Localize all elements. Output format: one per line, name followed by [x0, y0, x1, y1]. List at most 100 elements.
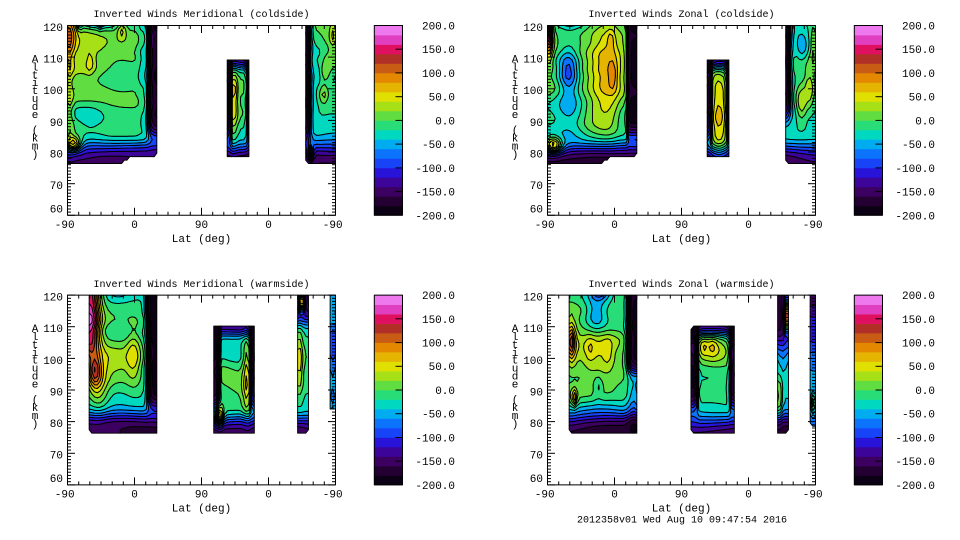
svg-text:0: 0 [745, 220, 752, 232]
svg-text:-90: -90 [323, 220, 343, 232]
svg-text:l: l [512, 332, 519, 344]
svg-text:100.0: 100.0 [422, 69, 455, 81]
svg-text:70: 70 [530, 181, 543, 193]
svg-text:Lat (deg): Lat (deg) [652, 234, 711, 246]
svg-text:Inverted Winds Zonal (warmside: Inverted Winds Zonal (warmside) [588, 279, 774, 291]
svg-text:100.0: 100.0 [422, 339, 455, 351]
svg-text:0.0: 0.0 [915, 386, 935, 398]
svg-text:-50.0: -50.0 [902, 410, 935, 422]
svg-text:e: e [512, 110, 519, 122]
svg-text:60: 60 [530, 204, 543, 216]
svg-text:100.0: 100.0 [902, 69, 935, 81]
svg-text:l: l [32, 332, 39, 344]
svg-text:i: i [512, 348, 519, 360]
svg-text:(: ( [32, 126, 39, 138]
svg-text:200.0: 200.0 [902, 22, 935, 34]
svg-text:A: A [32, 55, 39, 67]
svg-text:-90: -90 [803, 220, 823, 232]
svg-text:t: t [512, 340, 519, 352]
svg-text:2012358v01 Wed Aug 10 09:47:54: 2012358v01 Wed Aug 10 09:47:54 2016 [577, 515, 787, 527]
svg-text:50.0: 50.0 [909, 93, 935, 105]
svg-text:d: d [32, 372, 39, 384]
svg-text:m: m [32, 411, 39, 423]
svg-text:t: t [512, 86, 519, 98]
svg-text:Lat (deg): Lat (deg) [172, 234, 231, 246]
svg-text:150.0: 150.0 [422, 45, 455, 57]
svg-text:200.0: 200.0 [902, 291, 935, 303]
svg-text:e: e [512, 379, 519, 391]
svg-text:u: u [512, 364, 519, 376]
svg-text:t: t [32, 340, 39, 352]
svg-text:-90: -90 [535, 489, 555, 501]
svg-text:i: i [32, 78, 39, 90]
svg-text:t: t [512, 70, 519, 82]
svg-text:Lat (deg): Lat (deg) [172, 503, 231, 515]
svg-text:k: k [32, 403, 39, 415]
svg-text:t: t [32, 70, 39, 82]
svg-text:90: 90 [50, 118, 63, 130]
svg-text:-90: -90 [803, 489, 823, 501]
svg-text:-50.0: -50.0 [422, 410, 455, 422]
svg-text:u: u [32, 94, 39, 106]
svg-text:k: k [32, 134, 39, 146]
svg-text:-50.0: -50.0 [422, 140, 455, 152]
svg-text:Inverted Winds Meridional (war: Inverted Winds Meridional (warmside) [93, 279, 309, 291]
svg-text:0: 0 [611, 489, 618, 501]
svg-text:i: i [512, 78, 519, 90]
svg-text:Inverted Winds Zonal (coldside: Inverted Winds Zonal (coldside) [588, 9, 774, 21]
svg-text:0: 0 [265, 220, 272, 232]
svg-text:e: e [32, 110, 39, 122]
svg-text:l: l [32, 62, 39, 74]
svg-text:-100.0: -100.0 [415, 433, 455, 445]
svg-text:A: A [512, 55, 519, 67]
svg-text:120: 120 [43, 23, 63, 35]
svg-text:150.0: 150.0 [902, 45, 935, 57]
svg-text:100: 100 [523, 86, 543, 98]
svg-text:80: 80 [50, 150, 63, 162]
svg-text:120: 120 [43, 293, 63, 305]
svg-text:e: e [32, 379, 39, 391]
svg-text:Inverted Winds Meridional (col: Inverted Winds Meridional (coldside) [93, 9, 309, 21]
svg-text:90: 90 [530, 388, 543, 400]
svg-text:-150.0: -150.0 [895, 457, 935, 469]
svg-text:-150.0: -150.0 [415, 457, 455, 469]
svg-text:): ) [512, 149, 519, 161]
svg-text:-90: -90 [535, 220, 555, 232]
svg-text:u: u [512, 94, 519, 106]
svg-text:m: m [32, 141, 39, 153]
svg-text:(: ( [512, 395, 519, 407]
svg-text:50.0: 50.0 [429, 93, 455, 105]
svg-text:120: 120 [523, 23, 543, 35]
svg-text:-90: -90 [323, 489, 343, 501]
svg-text:t: t [32, 86, 39, 98]
svg-text:(: ( [32, 395, 39, 407]
svg-text:60: 60 [50, 204, 63, 216]
svg-text:k: k [512, 134, 519, 146]
svg-text:): ) [32, 149, 39, 161]
svg-text:i: i [32, 348, 39, 360]
svg-text:d: d [32, 102, 39, 114]
svg-text:80: 80 [530, 150, 543, 162]
svg-text:110: 110 [523, 55, 543, 67]
svg-text:m: m [512, 141, 519, 153]
svg-text:0: 0 [745, 489, 752, 501]
svg-text:90: 90 [530, 118, 543, 130]
svg-text:110: 110 [523, 324, 543, 336]
svg-text:100: 100 [43, 356, 63, 368]
svg-text:-90: -90 [55, 489, 75, 501]
svg-text:100: 100 [43, 86, 63, 98]
svg-text:m: m [512, 411, 519, 423]
svg-text:100.0: 100.0 [902, 339, 935, 351]
svg-text:0.0: 0.0 [435, 116, 455, 128]
svg-text:150.0: 150.0 [422, 315, 455, 327]
svg-text:-150.0: -150.0 [415, 188, 455, 200]
svg-text:0: 0 [131, 489, 138, 501]
svg-text:k: k [512, 403, 519, 415]
svg-text:120: 120 [523, 293, 543, 305]
svg-text:80: 80 [50, 419, 63, 431]
svg-text:t: t [32, 356, 39, 368]
svg-text:-150.0: -150.0 [895, 188, 935, 200]
svg-text:-200.0: -200.0 [895, 481, 935, 493]
svg-text:200.0: 200.0 [422, 291, 455, 303]
svg-text:90: 90 [675, 220, 688, 232]
